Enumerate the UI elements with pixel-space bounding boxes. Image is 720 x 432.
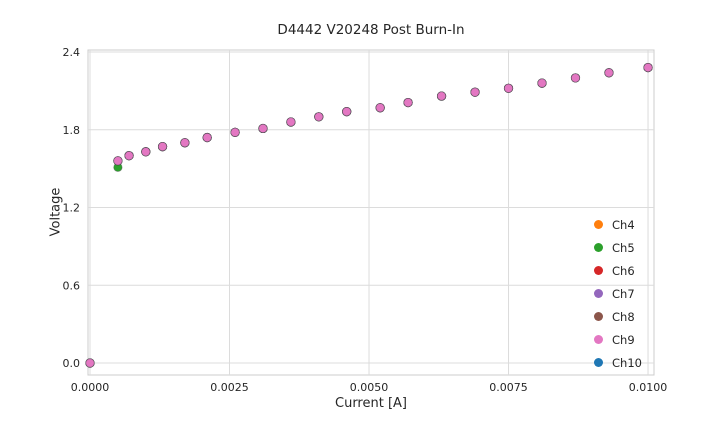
plot-area [87, 49, 655, 376]
data-point-ch9 [113, 156, 123, 166]
legend-marker-icon [594, 243, 603, 252]
legend-label: Ch6 [612, 263, 635, 278]
data-point-ch9 [124, 151, 134, 161]
data-point-ch9 [537, 78, 547, 88]
legend-item-ch10: Ch10 [594, 351, 642, 374]
legend-marker-icon [594, 358, 603, 367]
legend-item-ch8: Ch8 [594, 305, 642, 328]
y-axis-label: Voltage [48, 187, 64, 237]
legend-marker-icon [594, 289, 603, 298]
data-point-ch9 [470, 87, 480, 97]
legend-item-ch4: Ch4 [594, 213, 642, 236]
x-tick-label: 0.0075 [489, 381, 528, 394]
x-tick-label: 0.0000 [71, 381, 110, 394]
data-point-ch9 [375, 103, 385, 113]
data-point-ch9 [503, 83, 514, 93]
x-tick-label: 0.0025 [210, 381, 249, 394]
data-point-ch9 [157, 142, 168, 152]
legend-item-ch7: Ch7 [594, 282, 642, 305]
data-point-ch9 [314, 112, 324, 122]
data-point-ch9 [604, 68, 614, 78]
chart-title: D4442 V20248 Post Burn-In [277, 22, 465, 38]
data-point-ch9 [180, 138, 190, 148]
legend-marker-icon [594, 312, 603, 321]
legend-marker-icon [594, 220, 603, 229]
data-point-ch9 [85, 358, 95, 368]
data-point-ch9 [643, 62, 653, 73]
y-tick-label: 0.0 [63, 357, 81, 370]
data-point-ch9 [141, 147, 151, 157]
data-point-ch9 [286, 117, 296, 127]
x-tick-label: 0.0050 [350, 381, 389, 394]
legend-label: Ch9 [612, 332, 635, 347]
legend-marker-icon [594, 266, 603, 275]
y-tick-label: 0.6 [63, 279, 81, 292]
legend-label: Ch8 [612, 309, 635, 324]
data-point-ch9 [570, 73, 581, 83]
data-point-ch9 [258, 123, 268, 134]
y-tick-label: 1.2 [63, 202, 81, 215]
y-tick-label: 1.8 [63, 124, 81, 137]
data-point-ch9 [342, 107, 352, 117]
legend-label: Ch7 [612, 286, 635, 301]
legend: Ch4 Ch5 Ch6 Ch7 Ch8 Ch9 Ch10 [594, 213, 642, 374]
legend-item-ch9: Ch9 [594, 328, 642, 351]
legend-item-ch5: Ch5 [594, 236, 642, 259]
legend-label: Ch5 [612, 240, 635, 255]
legend-item-ch6: Ch6 [594, 259, 642, 282]
legend-label: Ch4 [612, 217, 635, 232]
x-axis-label: Current [A] [335, 396, 407, 411]
data-point-ch9 [202, 132, 212, 143]
x-tick-label: 0.0100 [629, 381, 668, 394]
legend-marker-icon [594, 335, 603, 344]
y-tick-label: 2.4 [63, 46, 81, 59]
data-point-ch9 [230, 127, 240, 137]
legend-label: Ch10 [612, 355, 642, 370]
data-point-ch9 [403, 97, 413, 108]
data-point-ch9 [436, 91, 447, 101]
